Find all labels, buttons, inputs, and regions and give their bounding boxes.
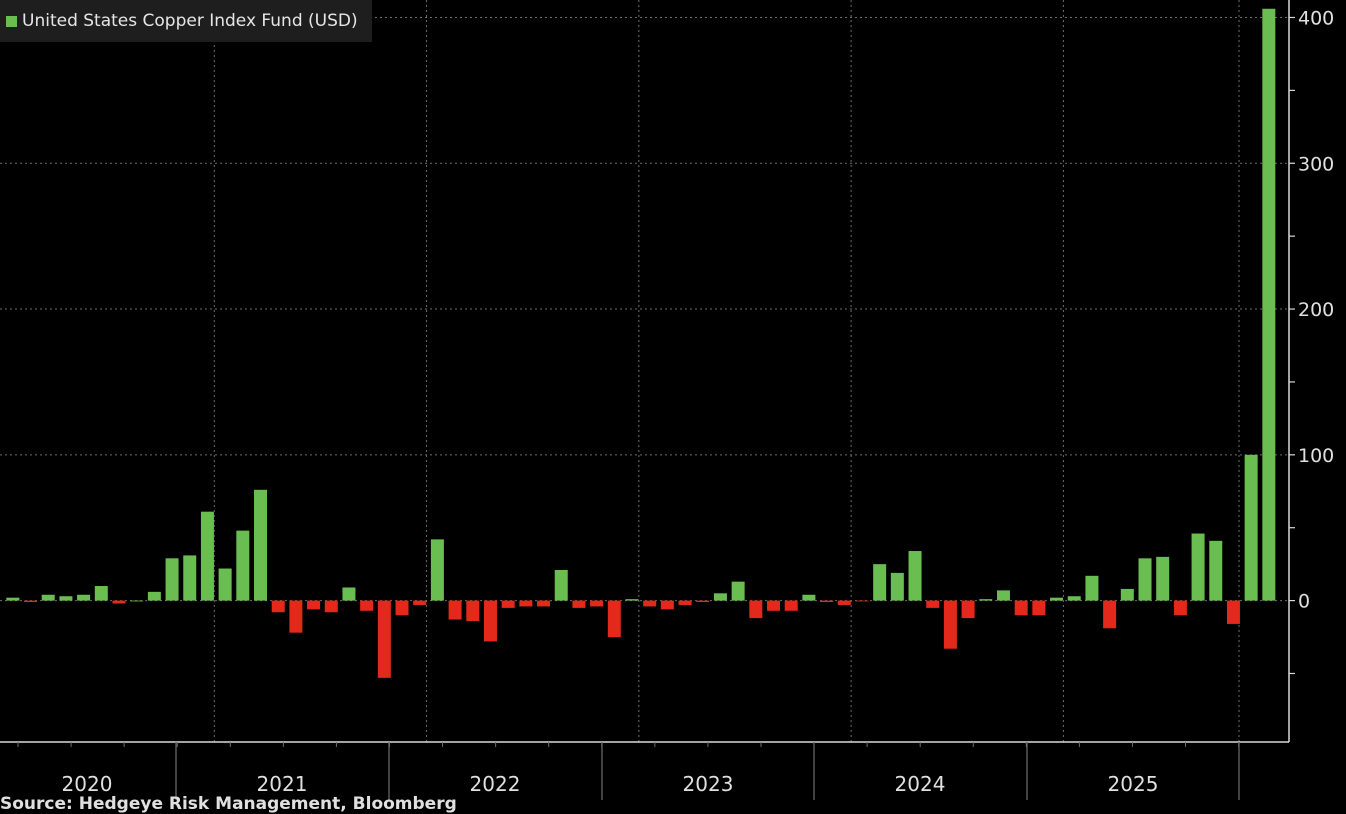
bar [413,600,427,605]
bar [112,600,126,604]
bar [1032,600,1046,616]
bar [537,600,551,607]
bar [183,555,197,601]
bar [572,600,586,608]
bar [200,511,214,601]
bar [1050,597,1064,601]
x-tick-label: 2022 [470,772,521,796]
legend-swatch [6,15,17,27]
bar [519,600,533,607]
bar [713,593,727,601]
bar [1244,454,1258,601]
bar [1226,600,1240,624]
bar [784,600,798,611]
bar [254,489,268,601]
bar [342,587,356,601]
bar [448,600,462,620]
grid-layer [0,0,1289,742]
bar [731,581,745,601]
bar [625,599,639,601]
y-tick-label: 400 [1298,7,1334,29]
bar [307,600,321,610]
bar [501,600,515,608]
bar [1191,533,1205,601]
bar [1103,600,1117,629]
bar [324,600,338,613]
x-tick-label: 2021 [257,772,308,796]
bar [943,600,957,649]
bar [1262,8,1276,601]
bar [660,600,674,610]
bar [430,539,444,601]
bar [979,599,993,601]
bar [6,597,20,601]
bar [926,600,940,608]
bar [466,600,480,622]
source-note: Source: Hedgeye Risk Management, Bloombe… [0,794,457,814]
bar [147,591,161,601]
bar [837,600,851,605]
x-tick-label: 2025 [1108,772,1159,796]
bar [41,594,55,601]
bar [820,600,834,603]
bar [961,600,975,619]
bar [395,600,409,616]
bar [1156,556,1170,601]
bar [802,594,816,601]
bar [678,600,692,605]
bar [94,586,108,601]
bar [749,600,763,619]
bar [996,590,1010,601]
x-tick-label: 2023 [683,772,734,796]
bar [767,600,781,611]
bar [1138,558,1152,601]
bar [289,600,303,633]
y-tick-label: 100 [1298,445,1334,467]
bar [360,600,374,611]
bar [483,600,497,642]
bar [590,600,604,607]
bar [271,600,285,613]
y-tick-label: 0 [1298,591,1310,613]
bar [59,596,73,601]
legend: United States Copper Index Fund (USD) [0,0,372,42]
bar [696,600,710,603]
bar-layer [6,8,1276,678]
bar [554,569,568,601]
y-tick-label: 200 [1298,299,1334,321]
bar [1014,600,1028,616]
bar [873,564,887,601]
bar [1120,588,1134,601]
bar [130,600,144,602]
bar [855,600,869,602]
bar [908,551,922,601]
bar [1085,575,1099,601]
x-tick-label: 2020 [62,772,113,796]
y-tick-label: 300 [1298,153,1334,175]
legend-label: United States Copper Index Fund (USD) [22,11,358,31]
bar [1209,540,1223,601]
axis-layer: 0 100 200 300 400 2020 2021 2022 2023 2024 2025 [0,0,1334,800]
bar [890,572,904,601]
bar [643,600,657,607]
bar [24,600,38,603]
x-tick-label: 2024 [895,772,946,796]
bar [218,568,232,601]
bar [377,600,391,678]
bar [236,530,250,601]
bar [77,594,91,601]
bar [1067,596,1081,601]
bar [607,600,621,638]
bar [1173,600,1187,616]
bar [165,558,179,601]
